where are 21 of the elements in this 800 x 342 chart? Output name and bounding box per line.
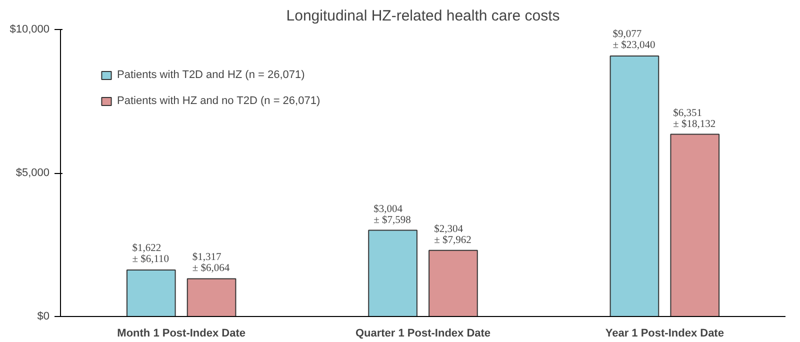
data-label: $1,622 ± $6,110 — [132, 243, 170, 266]
legend-label: Patients with T2D and HZ (n = 26,071) — [117, 69, 305, 81]
bar — [610, 55, 660, 316]
bar — [126, 269, 176, 316]
y-tick-label: $10,000 — [10, 24, 50, 36]
data-label: $9,077 ± $23,040 — [612, 29, 656, 52]
x-tick-label: Year 1 Post-Index Date — [605, 328, 724, 340]
x-tick-label: Month 1 Post-Index Date — [117, 328, 246, 340]
bar — [670, 134, 720, 316]
y-tick-label: $5,000 — [16, 167, 50, 179]
x-tick-label: Quarter 1 Post-Index Date — [355, 328, 491, 340]
data-label: $6,351 ± $18,132 — [673, 108, 716, 130]
data-label: $1,317 ± $6,064 — [192, 252, 230, 274]
y-tick-label: $0 — [37, 310, 50, 322]
legend-label: Patients with HZ and no T2D (n = 26,071) — [117, 95, 320, 107]
data-label: $2,304 ± $7,962 — [434, 224, 472, 246]
chart-title: Longitudinal HZ-related health care costs — [286, 8, 560, 24]
bar — [368, 230, 418, 316]
bar — [186, 278, 236, 316]
bar — [428, 250, 478, 316]
data-label: $3,004 ± $7,598 — [374, 204, 411, 226]
